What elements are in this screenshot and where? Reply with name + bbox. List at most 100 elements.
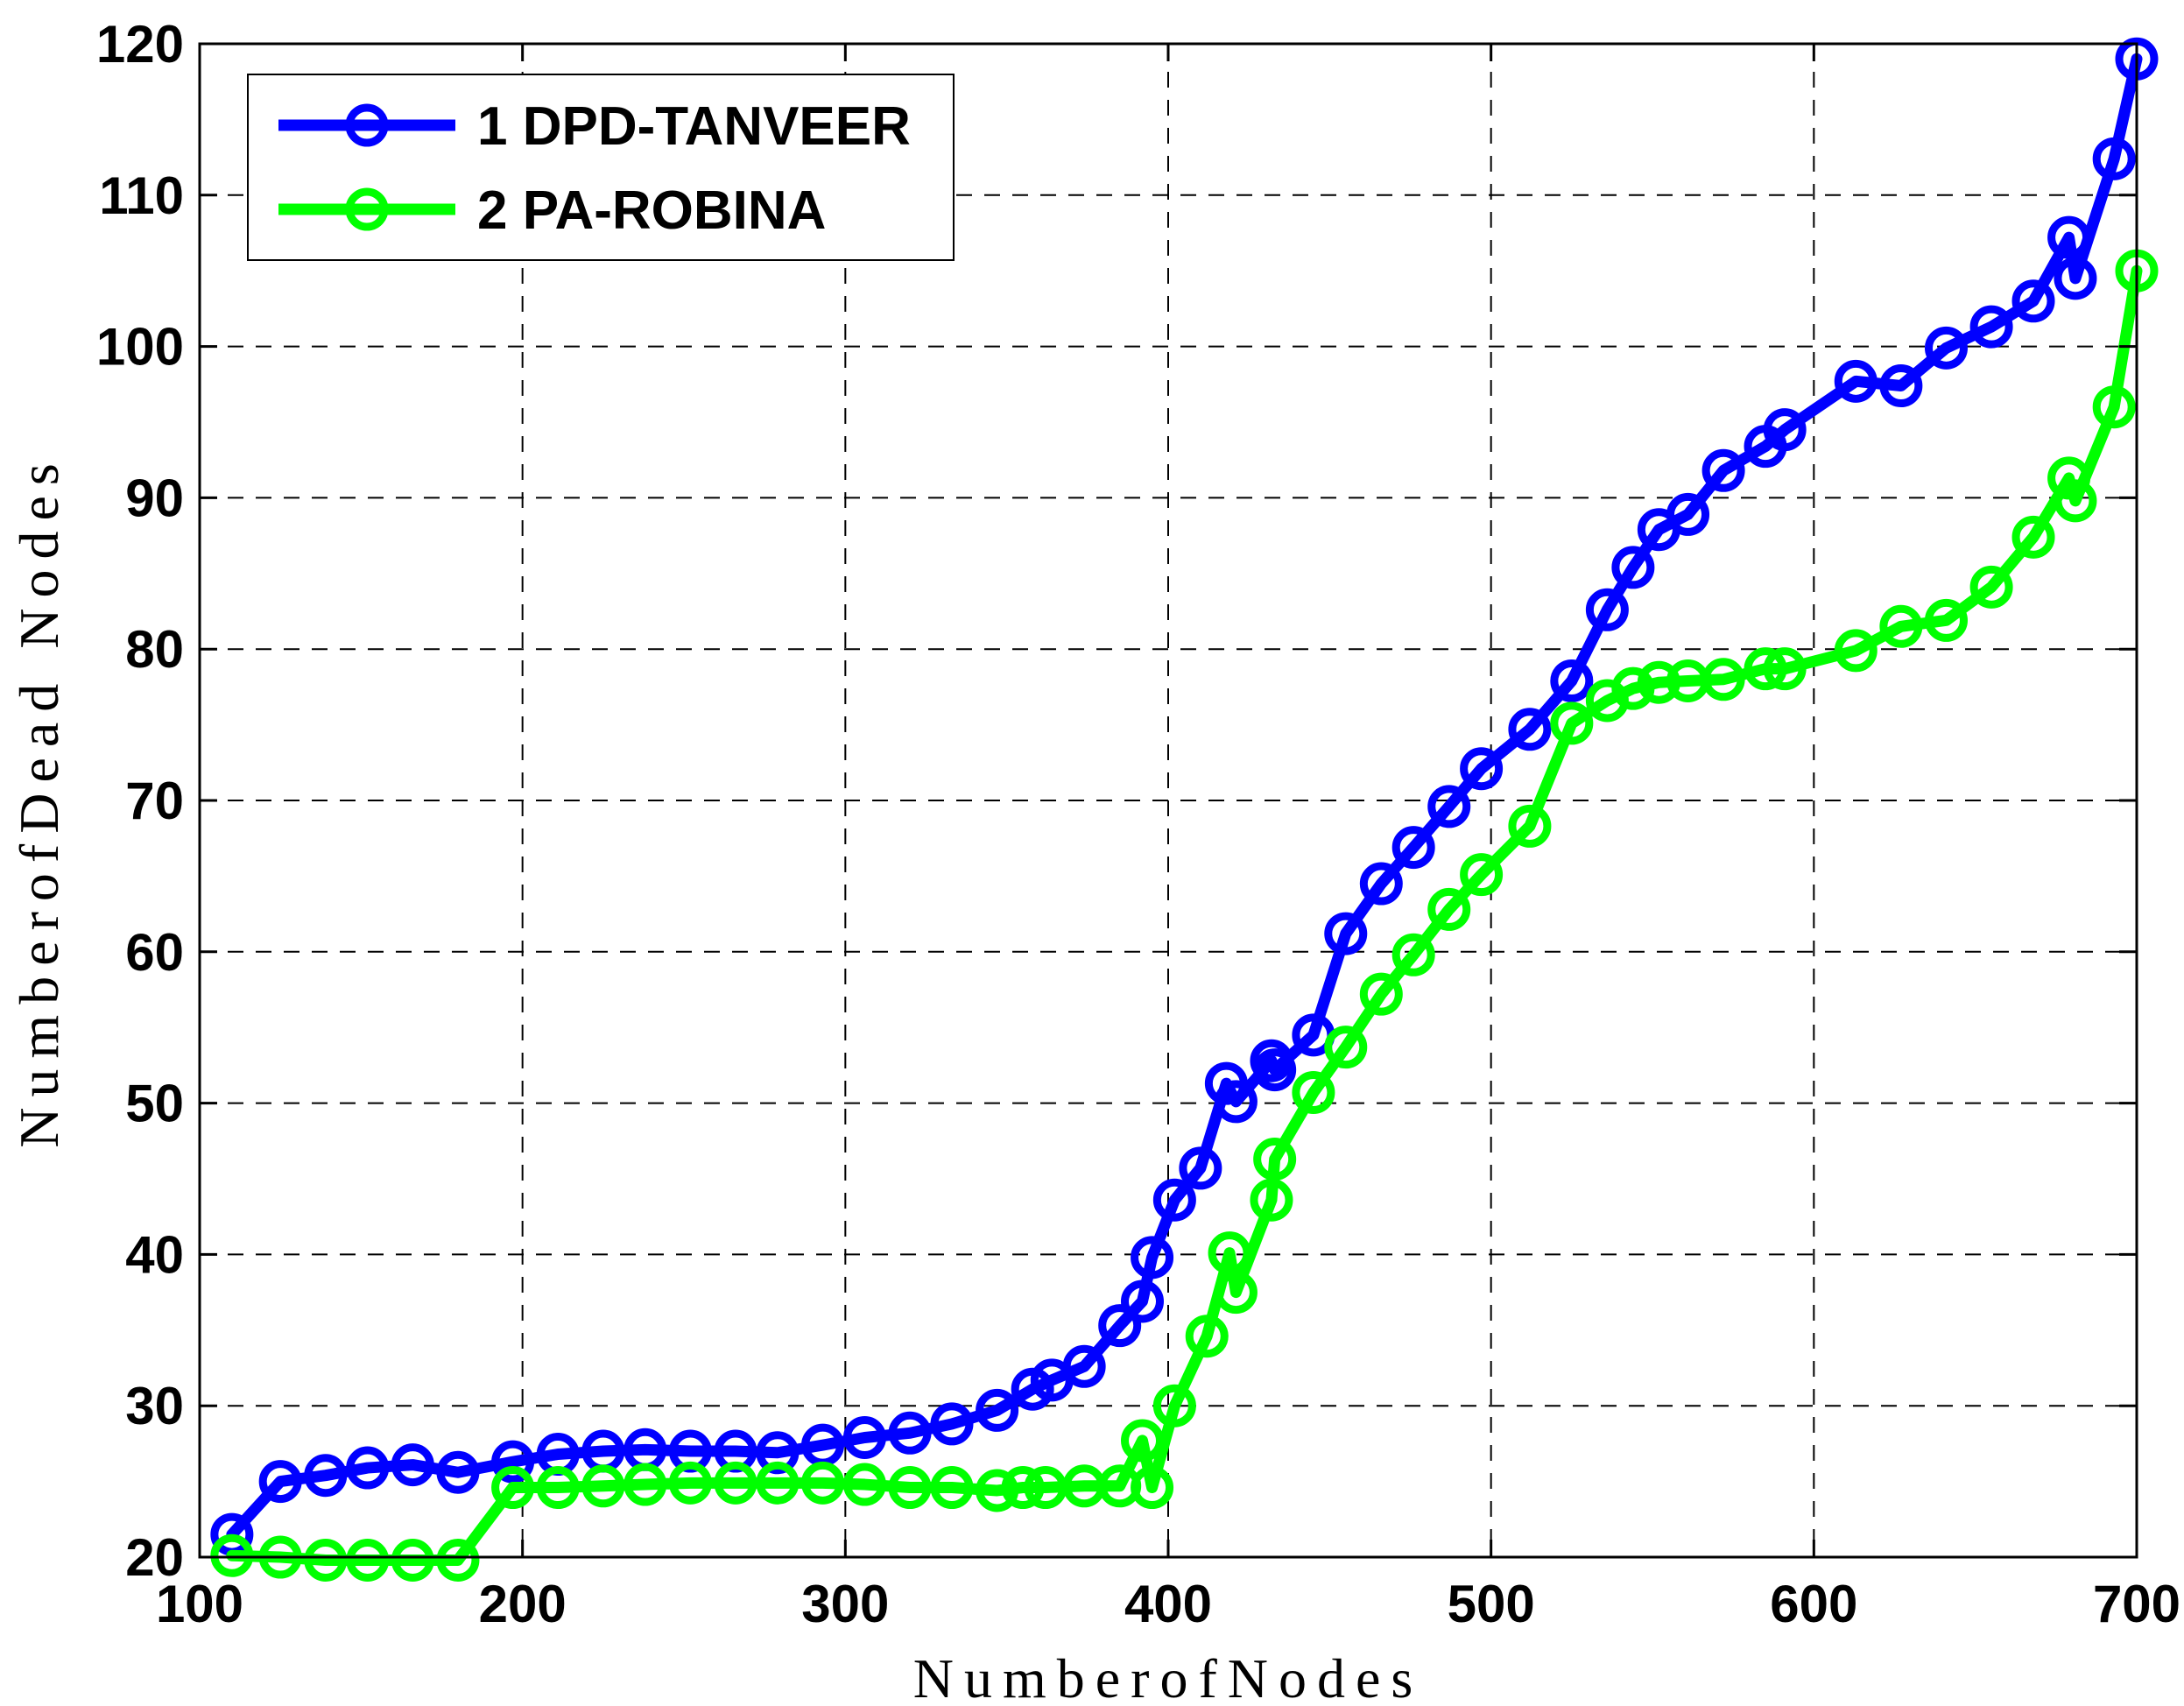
data-point	[1834, 359, 1878, 403]
y-tick-label: 110	[99, 166, 184, 225]
data-point	[1427, 887, 1471, 931]
data-point	[1924, 326, 1968, 370]
data-point	[1214, 1080, 1258, 1124]
legend-marker	[345, 187, 389, 231]
data-point	[1611, 666, 1655, 710]
data-point	[1292, 1071, 1335, 1115]
x-tick-label: 400	[1124, 1575, 1212, 1633]
data-point	[346, 1538, 390, 1582]
data-point	[1391, 933, 1435, 976]
y-tick-label: 50	[125, 1075, 184, 1133]
data-point	[491, 1466, 535, 1510]
y-tick-label: 70	[125, 772, 184, 830]
y-tick-label: 90	[125, 469, 184, 527]
data-point	[1460, 747, 1504, 791]
data-point	[2092, 385, 2136, 429]
data-point	[1253, 1138, 1297, 1181]
series-layer	[210, 37, 2159, 1582]
data-point	[1701, 658, 1745, 701]
data-point	[1001, 1466, 1045, 1510]
axis-ticks: 100 200 300 400 500 600 700 20 30 40 50 60 70 80 90 100…	[96, 15, 2180, 1633]
data-point	[1152, 1384, 1196, 1428]
data-point	[976, 1388, 1019, 1432]
data-point	[1763, 408, 1807, 452]
data-point	[668, 1461, 712, 1505]
x-tick-label: 100	[156, 1575, 243, 1633]
x-tick-label: 200	[479, 1575, 567, 1633]
data-point	[1744, 647, 1787, 691]
data-point	[1121, 1419, 1165, 1463]
data-point	[1253, 1048, 1297, 1092]
data-point	[1324, 912, 1368, 955]
data-point	[1131, 1236, 1174, 1280]
data-point	[581, 1464, 625, 1508]
data-point	[346, 1446, 390, 1490]
data-point	[1637, 660, 1680, 704]
data-point	[2011, 279, 2055, 323]
data-point	[536, 1466, 580, 1510]
data-point	[1131, 1466, 1174, 1510]
x-tick-label: 700	[2093, 1575, 2180, 1633]
data-point	[2092, 137, 2136, 180]
data-point	[436, 1450, 480, 1494]
x-axis-label: NumberofNodes	[913, 1647, 1424, 1706]
y-tick-label: 40	[125, 1225, 184, 1284]
data-point	[756, 1431, 800, 1475]
data-point	[1460, 853, 1504, 897]
data-point	[391, 1443, 434, 1487]
data-point	[1098, 1304, 1142, 1348]
data-point	[1924, 598, 1968, 642]
data-point	[1550, 659, 1594, 702]
data-point	[1250, 1178, 1293, 1222]
data-point	[1969, 565, 2013, 609]
data-point	[1152, 1178, 1196, 1222]
data-point	[1585, 588, 1629, 631]
y-tick-label: 80	[125, 620, 184, 679]
data-point	[436, 1538, 480, 1582]
legend-label: 1 DPD-TANVEER	[477, 96, 911, 157]
y-tick-label: 30	[125, 1377, 184, 1435]
data-point	[1062, 1344, 1106, 1388]
data-point	[1179, 1146, 1222, 1190]
data-point	[1763, 647, 1807, 691]
data-point	[888, 1466, 932, 1510]
data-point	[2047, 456, 2091, 500]
legend-entry: 1 DPD-TANVEER	[278, 96, 911, 157]
data-point	[2054, 479, 2097, 523]
data-point	[930, 1402, 974, 1446]
data-point	[1666, 492, 1710, 536]
data-point	[1834, 629, 1878, 673]
data-point	[1879, 604, 1923, 648]
data-point	[2047, 215, 2091, 259]
data-point	[842, 1415, 886, 1459]
data-point	[756, 1461, 800, 1505]
data-point	[976, 1469, 1019, 1512]
y-tick-label: 120	[96, 15, 184, 74]
data-point	[258, 1460, 302, 1504]
data-point	[930, 1466, 974, 1510]
data-point	[210, 1533, 254, 1577]
legend-entries: 1 DPD-TANVEER 2 PA-ROBINA	[278, 96, 911, 241]
data-point	[1359, 972, 1403, 1016]
x-tick-label: 500	[1448, 1575, 1535, 1633]
data-point	[888, 1411, 932, 1455]
data-point	[2054, 257, 2097, 300]
x-tick-label: 300	[801, 1575, 889, 1633]
data-point	[1427, 785, 1471, 828]
data-point	[1550, 701, 1594, 745]
data-point	[1508, 708, 1552, 751]
data-point	[2011, 515, 2055, 559]
data-point	[1611, 546, 1655, 589]
y-tick-label: 100	[96, 318, 184, 377]
legend-marker	[345, 103, 389, 147]
y-axis-label: NumberofDead Nodes	[8, 453, 70, 1148]
data-point	[842, 1463, 886, 1506]
y-tick-label: 20	[125, 1528, 184, 1587]
data-point	[491, 1440, 535, 1484]
data-point	[1969, 305, 2013, 349]
series-1	[210, 37, 2159, 1556]
data-point	[1359, 862, 1403, 906]
data-point	[1879, 364, 1923, 408]
data-point	[391, 1538, 434, 1582]
